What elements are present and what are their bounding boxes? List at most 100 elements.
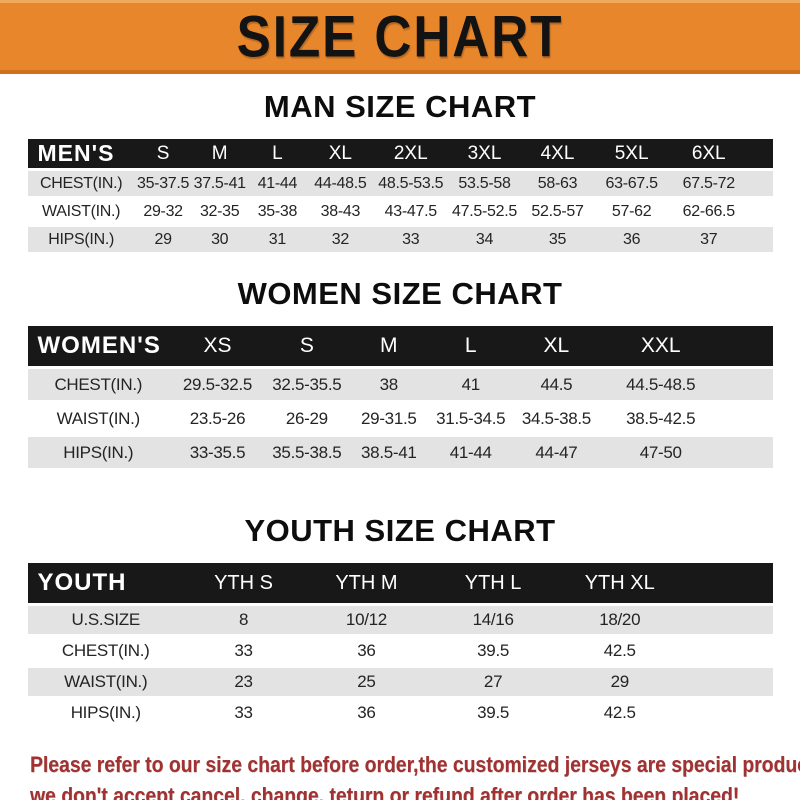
size-value: 23.5-26	[169, 403, 266, 434]
row-label: HIPS(IN.)	[27, 227, 135, 252]
size-value: 53.5-58	[447, 171, 522, 196]
men-size-table: MEN'S S M L XL 2XL 3XL 4XL 5XL 6XL CHEST(IN.) 35-3…	[27, 136, 773, 255]
table-row: WAIST(IN.) 23 25 27 29	[27, 668, 773, 696]
table-row: HIPS(IN.) 33 36 39.5 42.5	[27, 699, 773, 727]
size-value: 44.5	[511, 369, 602, 400]
size-value: 48.5-53.5	[373, 171, 448, 196]
row-spacer	[720, 437, 773, 468]
size-value: 37.5-41	[191, 171, 248, 196]
page-title: SIZE CHART	[236, 4, 564, 69]
size-value: 33	[183, 699, 304, 727]
size-value: 23	[183, 668, 304, 696]
column-header: S	[134, 139, 192, 168]
column-header: XS	[169, 326, 266, 366]
column-header: XXL	[601, 326, 721, 366]
size-value: 34	[447, 227, 522, 252]
size-value: 29.5-32.5	[169, 369, 266, 400]
size-value: 25	[303, 668, 430, 696]
size-value: 32.5-35.5	[265, 369, 348, 400]
size-value: 44-47	[511, 437, 602, 468]
size-value: 52.5-57	[521, 199, 594, 224]
column-header: XL	[511, 326, 602, 366]
size-value: 32-35	[191, 199, 248, 224]
header-spacer	[683, 563, 773, 603]
size-value: 57-62	[593, 199, 670, 224]
size-value: 29	[556, 668, 684, 696]
youth-size-table: YOUTH YTH S YTH M YTH L YTH XL U.S.SIZE 8 10/1…	[27, 560, 773, 730]
size-value: 14/16	[429, 606, 557, 634]
column-header: YTH L	[429, 563, 557, 603]
row-label: WAIST(IN.)	[27, 668, 184, 696]
men-size-section: MAN SIZE CHART MEN'S S M L XL 2XL 3XL 4XL 5XL 6XL…	[0, 89, 800, 255]
column-header: 2XL	[373, 139, 448, 168]
size-value: 26-29	[265, 403, 348, 434]
row-label: U.S.SIZE	[27, 606, 184, 634]
table-row: WAIST(IN.) 23.5-26 26-29 29-31.5 31.5-34.5 34…	[27, 403, 773, 434]
size-value: 39.5	[429, 699, 557, 727]
women-size-table: WOMEN'S XS S M L XL XXL CHEST(IN.) 29.5-32.5 32.…	[27, 323, 773, 471]
column-header: M	[347, 326, 430, 366]
size-value: 30	[191, 227, 248, 252]
size-value: 34.5-38.5	[511, 403, 602, 434]
youth-size-section: YOUTH SIZE CHART YOUTH YTH S YTH M YTH L YTH…	[0, 513, 800, 730]
order-notice: Please refer to our size chart before or…	[30, 749, 800, 800]
row-label: CHEST(IN.)	[27, 171, 135, 196]
size-value: 35	[521, 227, 594, 252]
row-label: CHEST(IN.)	[27, 637, 184, 665]
size-value: 42.5	[556, 699, 684, 727]
size-value: 38	[347, 369, 430, 400]
table-row: U.S.SIZE 8 10/12 14/16 18/20	[27, 606, 773, 634]
size-value: 44-48.5	[306, 171, 374, 196]
size-value: 18/20	[556, 606, 684, 634]
row-spacer	[720, 403, 773, 434]
table-title: MEN'S	[27, 139, 135, 168]
men-section-heading: MAN SIZE CHART	[263, 89, 537, 124]
row-spacer	[683, 699, 773, 727]
header-spacer	[747, 139, 773, 168]
size-value: 58-63	[521, 171, 594, 196]
column-header: 5XL	[593, 139, 670, 168]
column-header: 3XL	[447, 139, 522, 168]
size-value: 47.5-52.5	[447, 199, 522, 224]
table-row: CHEST(IN.) 33 36 39.5 42.5	[27, 637, 773, 665]
row-label: CHEST(IN.)	[27, 369, 170, 400]
row-label: WAIST(IN.)	[27, 403, 170, 434]
table-row: CHEST(IN.) 29.5-32.5 32.5-35.5 38 41 44.5 44.5…	[27, 369, 773, 400]
row-label: HIPS(IN.)	[27, 437, 170, 468]
column-header: 6XL	[669, 139, 748, 168]
size-value: 32	[306, 227, 374, 252]
size-value: 67.5-72	[669, 171, 748, 196]
column-header: S	[265, 326, 348, 366]
size-value: 35-38	[247, 199, 307, 224]
size-value: 43-47.5	[373, 199, 448, 224]
size-value: 29	[134, 227, 192, 252]
size-chart-banner: SIZE CHART	[0, 0, 800, 74]
size-value: 39.5	[429, 637, 557, 665]
size-value: 36	[593, 227, 670, 252]
column-header: YTH M	[303, 563, 430, 603]
column-header: L	[429, 326, 512, 366]
size-value: 31.5-34.5	[429, 403, 512, 434]
size-value: 38-43	[306, 199, 374, 224]
size-value: 42.5	[556, 637, 684, 665]
size-value: 35.5-38.5	[265, 437, 348, 468]
size-value: 37	[669, 227, 748, 252]
size-value: 63-67.5	[593, 171, 670, 196]
size-value: 31	[247, 227, 307, 252]
size-value: 36	[303, 699, 430, 727]
table-row: WAIST(IN.) 29-32 32-35 35-38 38-43 43-47.5 47.…	[27, 199, 773, 224]
size-value: 10/12	[303, 606, 430, 634]
table-row: HIPS(IN.) 29 30 31 32 33 34 35 36 37	[27, 227, 773, 252]
size-value: 47-50	[601, 437, 721, 468]
size-value: 8	[183, 606, 304, 634]
size-value: 41-44	[247, 171, 307, 196]
table-title: WOMEN'S	[27, 326, 170, 366]
size-value: 29-32	[134, 199, 192, 224]
column-header: L	[247, 139, 307, 168]
row-spacer	[683, 668, 773, 696]
size-value: 33	[373, 227, 448, 252]
youth-section-heading: YOUTH SIZE CHART	[244, 513, 556, 548]
table-row: HIPS(IN.) 33-35.5 35.5-38.5 38.5-41 41-44 44-…	[27, 437, 773, 468]
row-spacer	[683, 637, 773, 665]
column-header: YTH S	[183, 563, 304, 603]
